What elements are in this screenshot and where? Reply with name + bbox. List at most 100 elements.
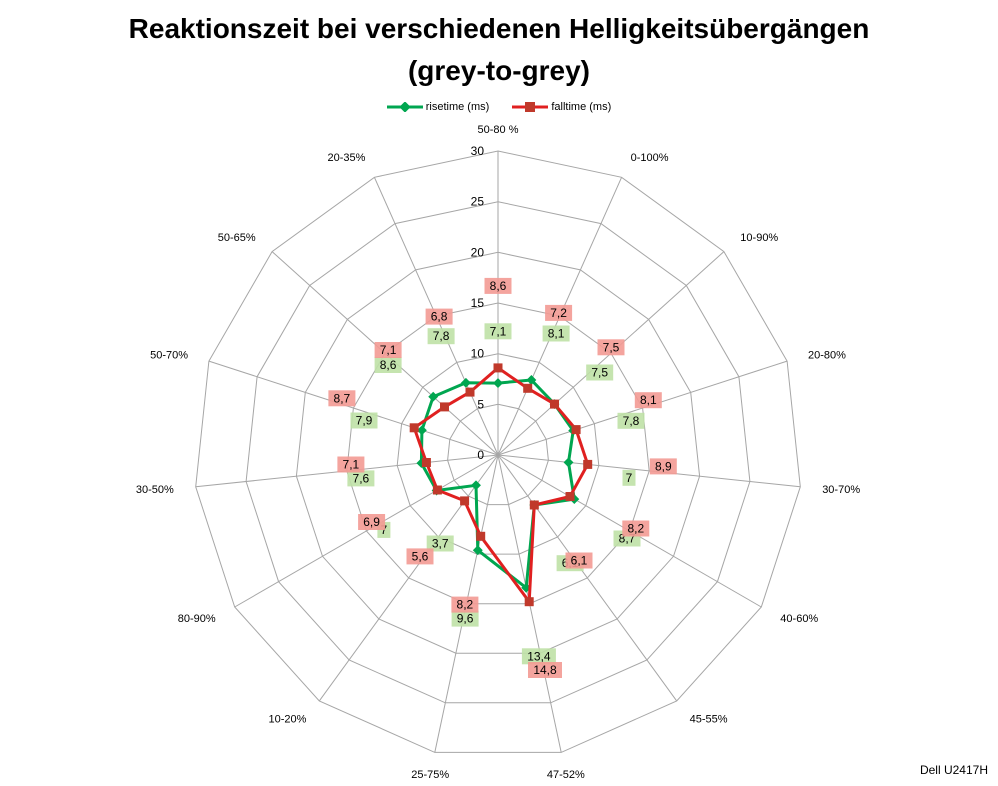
- radial-tick-label: 5: [477, 397, 484, 411]
- category-label: 20-35%: [327, 152, 365, 164]
- data-label-bg-falltime: [528, 662, 562, 678]
- grid-ring: [447, 403, 549, 506]
- category-label: 40-60%: [780, 613, 818, 625]
- data-label-risetime: 7,8: [623, 414, 640, 428]
- point-falltime: [529, 500, 539, 510]
- legend-item-risetime: risetime (ms): [386, 101, 489, 113]
- point-risetime: [472, 545, 483, 556]
- point-falltime: [524, 597, 534, 607]
- data-label-falltime: 7,5: [603, 340, 620, 354]
- data-label-risetime: 7,5: [591, 366, 608, 380]
- data-label-risetime: 13,4: [527, 649, 551, 663]
- data-label-bg-falltime: [545, 304, 573, 321]
- data-label-falltime: 7,1: [380, 343, 397, 357]
- data-label-falltime: 8,2: [627, 522, 644, 536]
- category-label: 20-80%: [808, 349, 846, 361]
- data-label-falltime: 8,7: [334, 391, 351, 405]
- point-falltime: [550, 399, 559, 409]
- data-label-risetime: 9,6: [457, 612, 474, 626]
- category-label: 45-55%: [690, 714, 728, 726]
- data-label-risetime: 7,6: [353, 471, 370, 485]
- point-falltime: [565, 492, 575, 501]
- legend-label-falltime: falltime (ms): [551, 101, 612, 113]
- grid-ring: [396, 353, 600, 555]
- legend-swatch-falltime: [512, 102, 549, 112]
- grid-spoke: [208, 360, 499, 456]
- category-label: 47-52%: [547, 769, 585, 781]
- data-label-risetime: 7: [626, 471, 633, 485]
- grid-spoke: [234, 454, 499, 608]
- data-label-bg-risetime: [622, 469, 636, 486]
- legend-swatch-risetime: [386, 102, 423, 112]
- category-label: 50-80 %: [478, 124, 519, 136]
- point-risetime: [471, 480, 481, 491]
- data-label-bg-falltime: [337, 456, 365, 473]
- radial-tick-label: 10: [471, 347, 485, 361]
- data-label-bg-falltime: [406, 548, 434, 565]
- grid-spoke: [318, 454, 499, 702]
- point-falltime: [571, 425, 581, 435]
- data-label-risetime: 7,9: [356, 414, 373, 428]
- point-risetime: [563, 457, 574, 468]
- data-label-bg-falltime: [565, 552, 593, 569]
- data-label-bg-falltime: [374, 342, 402, 358]
- point-falltime: [409, 423, 419, 433]
- data-label-bg-risetime: [350, 412, 378, 429]
- data-label-bg-risetime: [484, 323, 512, 340]
- data-label-risetime: 7,1: [490, 324, 507, 338]
- data-label-bg-risetime: [586, 364, 614, 381]
- data-label-bg-falltime: [484, 277, 512, 294]
- data-label-bg-risetime: [521, 648, 556, 665]
- data-label-falltime: 8,6: [490, 279, 507, 293]
- point-falltime: [460, 496, 470, 506]
- point-falltime: [476, 531, 486, 541]
- radial-tick-label: 15: [471, 296, 485, 310]
- data-label-falltime: 6,9: [363, 515, 380, 529]
- monitor-credit: Dell U2417H: [919, 763, 988, 777]
- data-label-bg-falltime: [358, 514, 386, 530]
- point-risetime: [416, 425, 427, 436]
- point-falltime: [583, 459, 593, 469]
- data-label-bg-risetime: [451, 610, 479, 627]
- data-label-bg-risetime: [374, 357, 402, 373]
- data-label-bg-risetime: [617, 412, 645, 429]
- category-label: 50-70%: [150, 349, 188, 361]
- chart-title-main: Reaktionszeit bei verschiedenen Helligke…: [128, 13, 870, 44]
- data-label-bg-falltime: [649, 458, 677, 475]
- data-label-bg-falltime: [634, 392, 662, 409]
- chart-subtitle: (grey-to-grey): [407, 55, 590, 86]
- data-label-bg-risetime: [542, 325, 570, 342]
- data-label-falltime: 5,6: [412, 549, 429, 563]
- data-label-risetime: 3,7: [432, 537, 449, 551]
- chart-title: Reaktionszeit bei verschiedenen Helligke…: [0, 8, 998, 92]
- radial-tick-label: 0: [477, 448, 484, 462]
- radial-tick-label: 25: [471, 195, 485, 209]
- data-label-risetime: 8,6: [380, 358, 397, 372]
- category-label: 0-100%: [631, 152, 669, 164]
- category-label: 25-75%: [411, 769, 449, 781]
- point-risetime: [428, 391, 439, 402]
- point-risetime: [526, 375, 537, 385]
- point-falltime: [465, 387, 475, 397]
- point-risetime: [493, 378, 503, 389]
- data-label-bg-falltime: [328, 390, 356, 407]
- grid-ring: [245, 201, 751, 704]
- grid-ring: [195, 150, 801, 753]
- data-label-falltime: 8,1: [640, 393, 657, 407]
- radial-tick-label: 30: [471, 144, 485, 158]
- radial-tick-label: 20: [471, 245, 485, 259]
- data-label-bg-falltime: [597, 339, 625, 356]
- data-label-bg-risetime: [426, 535, 454, 552]
- data-label-falltime: 14,8: [533, 663, 557, 677]
- category-label: 10-90%: [740, 232, 778, 244]
- data-label-falltime: 8,9: [655, 459, 672, 473]
- category-label: 30-70%: [822, 484, 860, 496]
- category-label: 80-90%: [178, 613, 216, 625]
- data-label-bg-falltime: [622, 520, 650, 537]
- legend: risetime (ms) falltime (ms): [0, 101, 998, 115]
- data-label-bg-falltime: [425, 308, 453, 325]
- data-label-bg-risetime: [347, 470, 375, 487]
- grid-ring: [346, 302, 650, 605]
- data-label-bg-falltime: [451, 596, 479, 613]
- data-label-risetime: 7,8: [433, 329, 450, 343]
